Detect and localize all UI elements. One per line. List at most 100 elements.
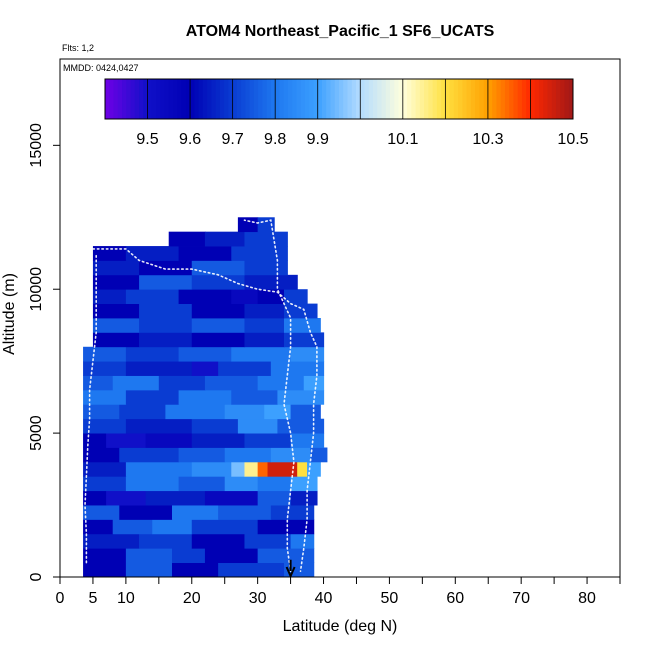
colorbar-swatch [496,79,502,119]
heatmap-cell [145,490,206,506]
colorbar-swatch [356,79,361,119]
heatmap-cell [231,461,246,477]
heatmap-cell [106,433,147,448]
heatmap-cell [231,289,259,305]
colorbar-swatch [156,79,161,119]
colorbar-swatch [402,79,408,119]
heatmap-cell [244,231,288,247]
colorbar-swatch [317,79,323,119]
heatmap-cell [83,490,107,506]
heatmap-cell [178,346,232,362]
colorbar-swatch [568,79,574,119]
colorbar-swatch [245,79,251,119]
colorbar-swatch [241,79,246,119]
colorbar-swatch [313,79,319,119]
heatmap-cell [218,562,285,578]
colorbar-swatch [198,79,204,119]
colorbar-swatch [219,79,225,119]
heatmap-cell [284,289,308,305]
heatmap-cell [139,303,193,319]
colorbar-swatch [424,79,429,119]
heatmap-cell [125,389,180,405]
colorbar-swatch [351,79,357,119]
heatmap-cell [290,404,321,420]
colorbar-swatch [436,79,442,119]
heatmap-cell [172,562,219,578]
heatmap-cell [244,303,285,319]
heatmap-cell [92,274,140,290]
heatmap-cell [83,533,140,549]
heatmap-cell [257,375,305,391]
heatmap-cell [119,447,180,463]
heatmap-cell [191,361,219,376]
marker-head [285,566,296,579]
colorbar: 9.5 9.6 9.7 9.8 9.9 10.1 10.3 10.5 [104,78,589,148]
colorbar-swatch [475,79,480,119]
heatmap-cell [83,404,120,420]
heatmap-cell [267,461,298,477]
colorbar-swatch [445,79,451,119]
colorbar-swatch [321,79,327,119]
heatmap-cell [290,533,315,549]
heatmap-cell [303,375,325,391]
heatmap-cell [83,461,127,477]
flight-tracks [84,219,318,572]
colorbar-swatch [147,79,153,119]
colorbar-tick-label: 9.5 [136,131,158,148]
colorbar-swatch [432,79,438,119]
colorbar-swatch [109,79,114,119]
heatmap-cell [125,548,173,564]
colorbar-swatch [368,79,374,119]
heatmap-cell [284,303,318,319]
colorbar-swatch [470,79,476,119]
colorbar-swatch [517,79,523,119]
colorbar-swatch [385,79,391,119]
colorbar-swatch [466,79,472,119]
heatmap-cell [125,418,193,434]
colorbar-tick-label: 9.6 [179,131,201,148]
heatmap-cell [257,548,315,564]
heatmap-cell [92,246,127,261]
heatmap-cell [139,533,193,549]
colorbar-swatch [504,79,510,119]
heatmap-cell [191,461,232,477]
heatmap-cell [284,332,325,348]
heatmap-cell [172,505,219,520]
flight-track [92,248,318,572]
heatmap-cell [244,433,292,448]
heatmap-cell [204,490,259,506]
heatmap-cell [139,274,193,290]
heatmap-cell [297,461,308,477]
heatmap-cell [83,375,114,391]
colorbar-swatch [266,79,272,119]
colorbar-swatch [215,79,221,119]
colorbar-tick-label: 9.9 [307,131,329,148]
heatmap-cell [83,476,127,492]
flight-track [84,253,97,564]
heatmap-cell [83,519,114,535]
colorbar-swatch [555,79,561,119]
colorbar-swatch [419,79,425,119]
colorbar-tick-label: 10.3 [472,131,503,148]
colorbar-swatch [453,79,459,119]
colorbar-swatch [428,79,434,119]
colorbar-swatch [105,79,110,119]
x-tick-label: 50 [381,590,399,607]
colorbar-swatch [500,79,506,119]
heatmap-cell [83,418,127,434]
x-axis-label: Latitude (deg N) [283,618,398,635]
heatmap-cell [83,505,120,520]
colorbar-swatch [487,79,493,119]
colorbar-swatch [339,79,344,119]
colorbar-swatch [258,79,263,119]
colorbar-swatch [564,79,570,119]
colorbar-swatch [224,79,229,119]
heatmap-cell [277,418,325,434]
colorbar-swatch [390,79,395,119]
colorbar-swatch [526,79,531,119]
colorbar-swatch [479,79,485,119]
heatmap-cell [191,332,246,348]
heatmap-cell [244,332,285,348]
colorbar-swatch [347,79,353,119]
flight-track [243,219,295,572]
